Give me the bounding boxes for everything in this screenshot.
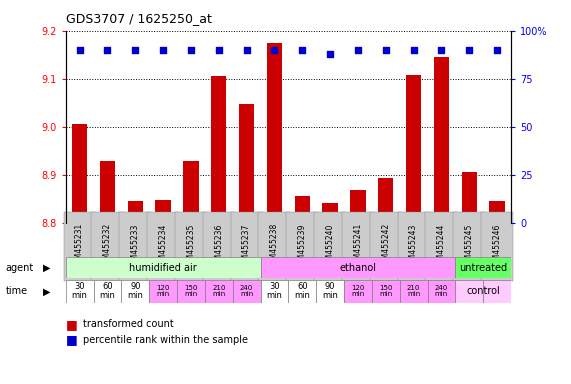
Text: GSM455238: GSM455238 <box>270 223 279 270</box>
Bar <box>428 280 456 303</box>
Text: 60
min: 60 min <box>294 283 310 300</box>
Text: GSM455243: GSM455243 <box>409 223 418 270</box>
Text: GSM455244: GSM455244 <box>437 223 446 270</box>
Text: time: time <box>6 286 28 296</box>
Text: GSM455236: GSM455236 <box>214 223 223 270</box>
Text: 120
min: 120 min <box>351 285 365 298</box>
Point <box>159 47 168 53</box>
Text: 120
min: 120 min <box>156 285 170 298</box>
Bar <box>183 161 199 223</box>
Bar <box>372 280 400 303</box>
Point <box>186 47 195 53</box>
Bar <box>323 203 338 223</box>
Text: 90
min: 90 min <box>322 283 338 300</box>
Bar <box>456 280 483 303</box>
Text: ■: ■ <box>66 333 78 346</box>
Text: agent: agent <box>6 263 34 273</box>
Point <box>131 47 140 53</box>
Text: 240
min: 240 min <box>435 285 448 298</box>
Bar <box>378 178 393 223</box>
Text: 210
min: 210 min <box>212 285 226 298</box>
Text: GSM455240: GSM455240 <box>325 223 335 270</box>
Point <box>214 47 223 53</box>
Text: 240
min: 240 min <box>240 285 253 298</box>
Bar <box>233 280 260 303</box>
Text: ▶: ▶ <box>43 263 50 273</box>
Text: percentile rank within the sample: percentile rank within the sample <box>83 335 248 345</box>
Bar <box>316 280 344 303</box>
Bar <box>400 280 428 303</box>
Bar <box>434 57 449 223</box>
Text: 60
min: 60 min <box>99 283 115 300</box>
Point <box>409 47 418 53</box>
Text: GSM455241: GSM455241 <box>353 223 363 270</box>
Bar <box>94 280 122 303</box>
Text: GSM455231: GSM455231 <box>75 223 84 270</box>
Point <box>381 47 391 53</box>
Text: GSM455232: GSM455232 <box>103 223 112 270</box>
Point <box>242 47 251 53</box>
Text: 30
min: 30 min <box>267 283 283 300</box>
Text: ▶: ▶ <box>43 286 50 296</box>
Bar <box>177 280 205 303</box>
Bar <box>127 201 143 223</box>
Text: 90
min: 90 min <box>127 283 143 300</box>
Bar <box>100 161 115 223</box>
Bar <box>406 75 421 223</box>
Text: GSM455246: GSM455246 <box>493 223 502 270</box>
Text: control: control <box>467 286 500 296</box>
Point <box>353 47 363 53</box>
Point <box>75 47 84 53</box>
Point <box>437 47 446 53</box>
Text: GSM455235: GSM455235 <box>186 223 195 270</box>
Text: humidified air: humidified air <box>129 263 197 273</box>
Bar <box>489 201 505 223</box>
Text: ethanol: ethanol <box>339 263 376 273</box>
Point <box>297 47 307 53</box>
Text: GSM455233: GSM455233 <box>131 223 140 270</box>
Bar <box>211 76 227 223</box>
Point <box>325 51 335 57</box>
Point <box>270 47 279 53</box>
Bar <box>149 280 177 303</box>
Bar <box>350 190 365 223</box>
Text: untreated: untreated <box>459 263 507 273</box>
Bar <box>267 43 282 223</box>
Text: GSM455242: GSM455242 <box>381 223 391 270</box>
Point <box>103 47 112 53</box>
Text: ■: ■ <box>66 318 78 331</box>
Bar <box>260 280 288 303</box>
Bar <box>483 280 511 303</box>
Text: GSM455245: GSM455245 <box>465 223 474 270</box>
Bar <box>66 257 260 278</box>
Text: GSM455239: GSM455239 <box>297 223 307 270</box>
Bar <box>205 280 233 303</box>
Bar <box>461 172 477 223</box>
Bar <box>122 280 149 303</box>
Text: GDS3707 / 1625250_at: GDS3707 / 1625250_at <box>66 12 211 25</box>
Text: 30
min: 30 min <box>71 283 87 300</box>
Text: 150
min: 150 min <box>184 285 198 298</box>
Bar <box>260 257 456 278</box>
Bar <box>72 124 87 223</box>
Text: 150
min: 150 min <box>379 285 392 298</box>
Bar <box>344 280 372 303</box>
Bar <box>295 196 310 223</box>
Text: 210
min: 210 min <box>407 285 420 298</box>
Point <box>465 47 474 53</box>
Text: GSM455234: GSM455234 <box>159 223 168 270</box>
Text: GSM455237: GSM455237 <box>242 223 251 270</box>
Bar <box>239 104 254 223</box>
Bar <box>456 257 511 278</box>
Bar <box>155 200 171 223</box>
Text: transformed count: transformed count <box>83 319 174 329</box>
Bar <box>66 280 94 303</box>
Point <box>493 47 502 53</box>
Bar <box>288 280 316 303</box>
